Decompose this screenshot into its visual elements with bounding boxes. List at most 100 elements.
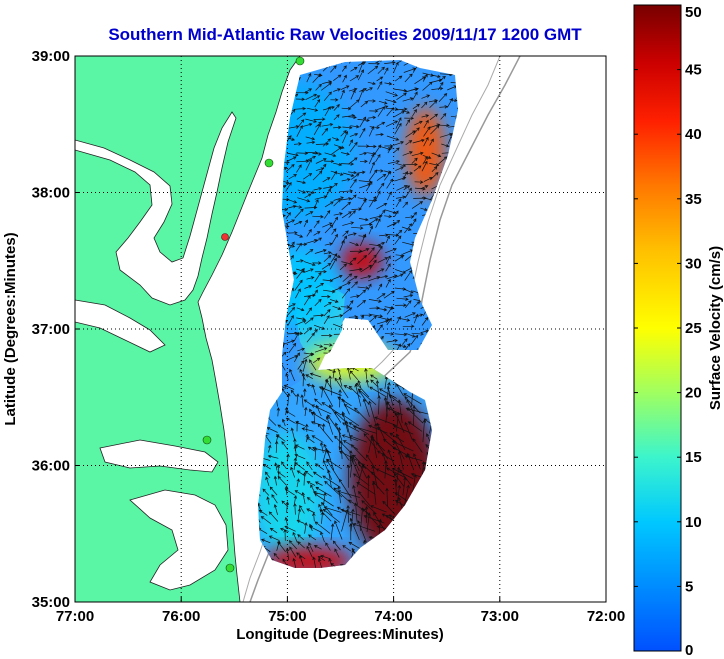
velocity-arrow bbox=[420, 207, 428, 212]
velocity-arrow bbox=[269, 486, 278, 496]
velocity-arrow bbox=[356, 482, 376, 495]
y-axis-label: Latitude (Degrees:Minutes) bbox=[2, 232, 19, 425]
velocity-arrow bbox=[342, 74, 347, 83]
velocity-arrow bbox=[404, 484, 410, 505]
velocity-arrow bbox=[323, 308, 331, 317]
velocity-arrow bbox=[367, 144, 377, 149]
velocity-arrow bbox=[403, 393, 422, 405]
velocity-arrow bbox=[423, 119, 429, 129]
velocity-arrow bbox=[429, 100, 438, 108]
velocity-arrow bbox=[342, 422, 360, 432]
velocity-arrow bbox=[413, 313, 419, 324]
velocity-arrow bbox=[357, 286, 370, 290]
velocity-arrow bbox=[333, 212, 343, 216]
velocity-arrow bbox=[313, 117, 326, 121]
velocity-arrow bbox=[273, 475, 278, 486]
velocity-arrow bbox=[350, 508, 355, 532]
velocity-arrow bbox=[312, 261, 322, 265]
velocity-arrow bbox=[324, 106, 331, 117]
velocity-arrow bbox=[395, 166, 404, 171]
velocity-arrow bbox=[368, 225, 374, 235]
velocity-arrow bbox=[285, 212, 291, 220]
velocity-arrow bbox=[351, 226, 364, 230]
velocity-arrow bbox=[430, 124, 440, 135]
velocity-arrow bbox=[349, 435, 368, 443]
velocity-arrow bbox=[357, 69, 364, 81]
velocity-arrow bbox=[266, 496, 270, 505]
velocity-arrow bbox=[370, 471, 385, 486]
velocity-arrow bbox=[306, 481, 316, 486]
velocity-arrow bbox=[293, 332, 300, 342]
velocity-arrow bbox=[420, 329, 429, 333]
velocity-arrow bbox=[404, 73, 413, 83]
velocity-arrow bbox=[273, 552, 280, 560]
velocity-arrow bbox=[348, 315, 359, 319]
velocity-arrow bbox=[302, 358, 308, 372]
x-tick-label: 72:00 bbox=[587, 608, 625, 625]
velocity-arrow bbox=[369, 254, 377, 264]
velocity-arrow bbox=[333, 114, 340, 121]
velocity-arrow bbox=[343, 404, 360, 414]
velocity-arrow bbox=[288, 303, 296, 308]
velocity-arrow bbox=[258, 498, 260, 505]
velocity-arrow bbox=[340, 85, 350, 90]
velocity-arrow bbox=[359, 116, 367, 128]
velocity-arrow bbox=[348, 157, 358, 165]
velocity-arrow bbox=[284, 488, 295, 496]
velocity-arrow bbox=[386, 467, 406, 479]
velocity-arrow bbox=[310, 420, 323, 426]
velocity-arrow bbox=[348, 422, 370, 435]
velocity-arrow bbox=[385, 487, 389, 507]
velocity-arrow bbox=[421, 160, 428, 172]
velocity-arrow bbox=[349, 75, 360, 82]
velocity-arrow bbox=[264, 471, 271, 479]
velocity-arrow bbox=[299, 504, 305, 514]
velocity-arrow bbox=[325, 542, 331, 551]
velocity-arrow bbox=[317, 556, 326, 561]
velocity-arrow bbox=[321, 122, 334, 127]
velocity-arrow bbox=[393, 141, 404, 146]
velocity-arrow bbox=[304, 155, 317, 162]
velocity-arrow bbox=[352, 454, 367, 470]
chesapeake-bay bbox=[75, 111, 237, 306]
velocity-arrow bbox=[397, 399, 403, 424]
velocity-arrow bbox=[342, 113, 356, 118]
velocity-arrow bbox=[334, 422, 343, 441]
velocity-arrow bbox=[283, 384, 295, 390]
velocity-arrow bbox=[341, 434, 359, 442]
velocity-arrow bbox=[324, 201, 334, 208]
velocity-arrow bbox=[292, 531, 298, 543]
velocity-arrow bbox=[324, 210, 331, 219]
velocity-arrow bbox=[387, 159, 400, 164]
velocity-arrow bbox=[330, 523, 335, 541]
velocity-arrow bbox=[385, 91, 398, 97]
velocity-arrow bbox=[375, 154, 381, 163]
velocity-arrow bbox=[384, 81, 393, 86]
velocity-arrow bbox=[411, 108, 417, 117]
pamlico-sound bbox=[129, 489, 229, 591]
velocity-arrow bbox=[332, 305, 342, 310]
velocity-arrow bbox=[376, 202, 388, 210]
velocity-arrow bbox=[305, 248, 314, 256]
velocity-arrow bbox=[288, 540, 298, 550]
velocity-arrow bbox=[295, 420, 299, 432]
velocity-arrow bbox=[349, 257, 357, 263]
velocity-arrow bbox=[394, 122, 402, 135]
velocity-arrow bbox=[336, 506, 352, 516]
velocity-arrow bbox=[351, 281, 359, 289]
velocity-arrow bbox=[369, 259, 377, 270]
velocity-arrow bbox=[377, 106, 385, 117]
velocity-arrow bbox=[295, 288, 301, 299]
velocity-arrow bbox=[366, 454, 376, 470]
velocity-arrow bbox=[328, 375, 333, 396]
velocity-arrow bbox=[304, 522, 308, 534]
velocity-arrow bbox=[347, 232, 357, 236]
colorbar-tick-label: 50 bbox=[685, 4, 702, 21]
velocity-arrow bbox=[268, 511, 279, 522]
velocity-arrow bbox=[305, 136, 316, 141]
velocity-arrow bbox=[323, 302, 332, 308]
velocity-arrow bbox=[274, 462, 278, 471]
velocity-arrow bbox=[357, 520, 367, 543]
velocity-arrow bbox=[303, 261, 316, 267]
velocity-arrow bbox=[393, 147, 400, 154]
